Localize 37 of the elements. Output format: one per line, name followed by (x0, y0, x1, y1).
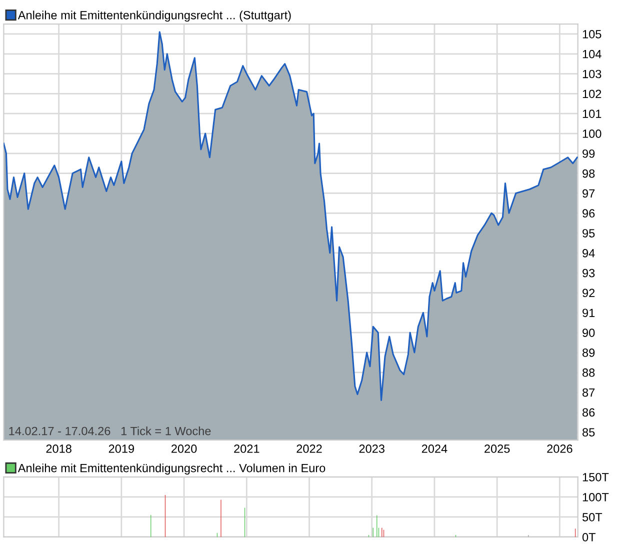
annotation: 14.02.17 - 17.04.26 1 Tick = 1 Woche (9, 426, 211, 436)
y-tick-label: 94 (582, 248, 595, 258)
legend-label: Anleihe mit Emittentenkündigungsrecht ... (Stuttgart) (18, 10, 291, 22)
x-tick-label: 2019 (108, 444, 134, 453)
y-tick-label: 150T (582, 472, 609, 482)
y-tick-label: 90 (582, 328, 595, 337)
y-tick-label: 103 (582, 70, 602, 78)
x-tick-label: 2023 (359, 444, 384, 453)
y-tick-label: 99 (582, 149, 595, 158)
y-tick-label: 96 (582, 209, 595, 218)
x-tick-label: 2020 (171, 444, 197, 453)
x-tick-label: 2021 (234, 444, 260, 453)
y-tick-label: 91 (582, 308, 595, 318)
y-tick-label: 86 (582, 408, 595, 417)
y-tick-label: 50T (582, 513, 602, 522)
y-tick-label: 95 (582, 229, 595, 238)
y-tick-label: 98 (582, 169, 595, 178)
x-tick-label: 2026 (547, 444, 572, 453)
y-tick-label: 101 (582, 110, 602, 118)
y-tick-label: 100 (582, 130, 602, 138)
y-tick-label: 100T (582, 492, 609, 502)
y-tick-label: 97 (582, 189, 595, 198)
x-tick-label: 2025 (484, 444, 510, 453)
y-tick-label: 105 (582, 30, 602, 38)
y-tick-label: 93 (582, 268, 595, 278)
x-tick-label: 2024 (422, 444, 448, 453)
y-tick-label: 87 (582, 388, 595, 397)
x-tick-label: 2018 (46, 444, 72, 453)
y-tick-label: 102 (582, 90, 602, 98)
y-tick-label: 89 (582, 348, 595, 357)
x-tick-label: 2022 (296, 444, 322, 453)
y-tick-label: 0T (582, 533, 596, 542)
y-tick-label: 85 (582, 428, 595, 437)
y-tick-label: 92 (582, 288, 595, 298)
legend-label: Anleihe mit Emittentenkündigungsrecht ... Volumen in Euro (18, 464, 326, 475)
y-tick-label: 88 (582, 368, 595, 377)
y-tick-label: 104 (582, 50, 602, 58)
